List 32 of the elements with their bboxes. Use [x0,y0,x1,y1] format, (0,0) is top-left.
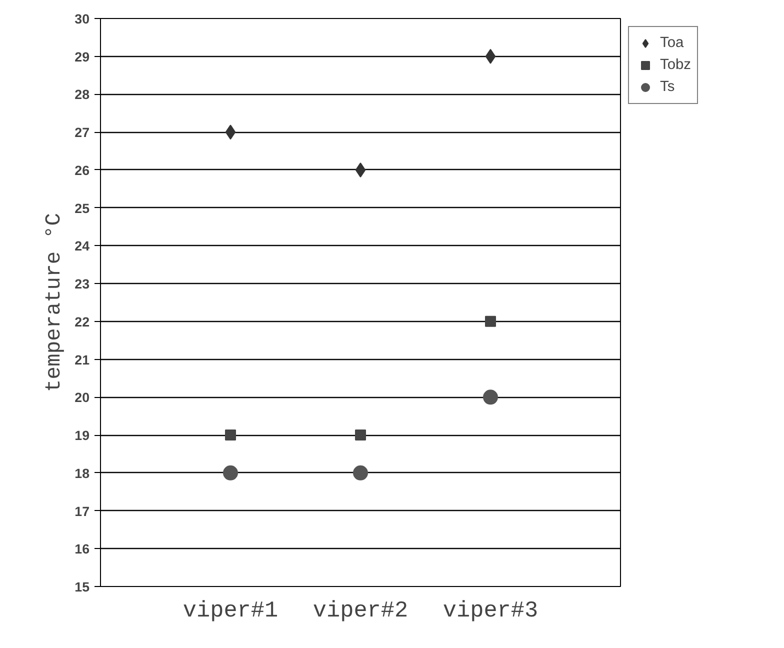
y-tick-label: 19 [74,428,90,444]
point [353,465,368,480]
y-tick-label: 30 [74,12,90,26]
y-tick-label: 15 [74,580,90,594]
point [225,124,236,140]
y-tick-label: 27 [74,125,90,140]
x-tick-label: viper#3 [442,598,538,624]
point [223,465,238,480]
point [355,162,366,178]
x-tick-label: viper#2 [312,598,408,624]
point [483,390,498,405]
y-tick-label: 23 [74,276,90,292]
point [355,430,366,441]
point [485,316,496,327]
y-tick-label: 22 [74,314,90,330]
y-tick-label: 29 [74,49,90,64]
y-axis-title: temperature °C [42,212,67,392]
legend-label: Ts [660,79,676,95]
legend-label: Toa [660,35,684,51]
y-tick-label: 25 [74,200,90,216]
legend-label: Tobz [660,57,691,73]
point [225,430,236,441]
y-tick-label: 18 [74,466,90,481]
y-tick-label: 24 [74,238,90,254]
y-tick-label: 26 [74,162,90,178]
x-tick-label: viper#1 [182,598,278,624]
y-tick-label: 17 [74,504,90,519]
y-tick-label: 16 [74,542,90,557]
y-tick-label: 20 [74,390,90,406]
point [485,48,496,64]
y-tick-label: 21 [74,352,90,368]
y-tick-label: 28 [74,87,90,102]
